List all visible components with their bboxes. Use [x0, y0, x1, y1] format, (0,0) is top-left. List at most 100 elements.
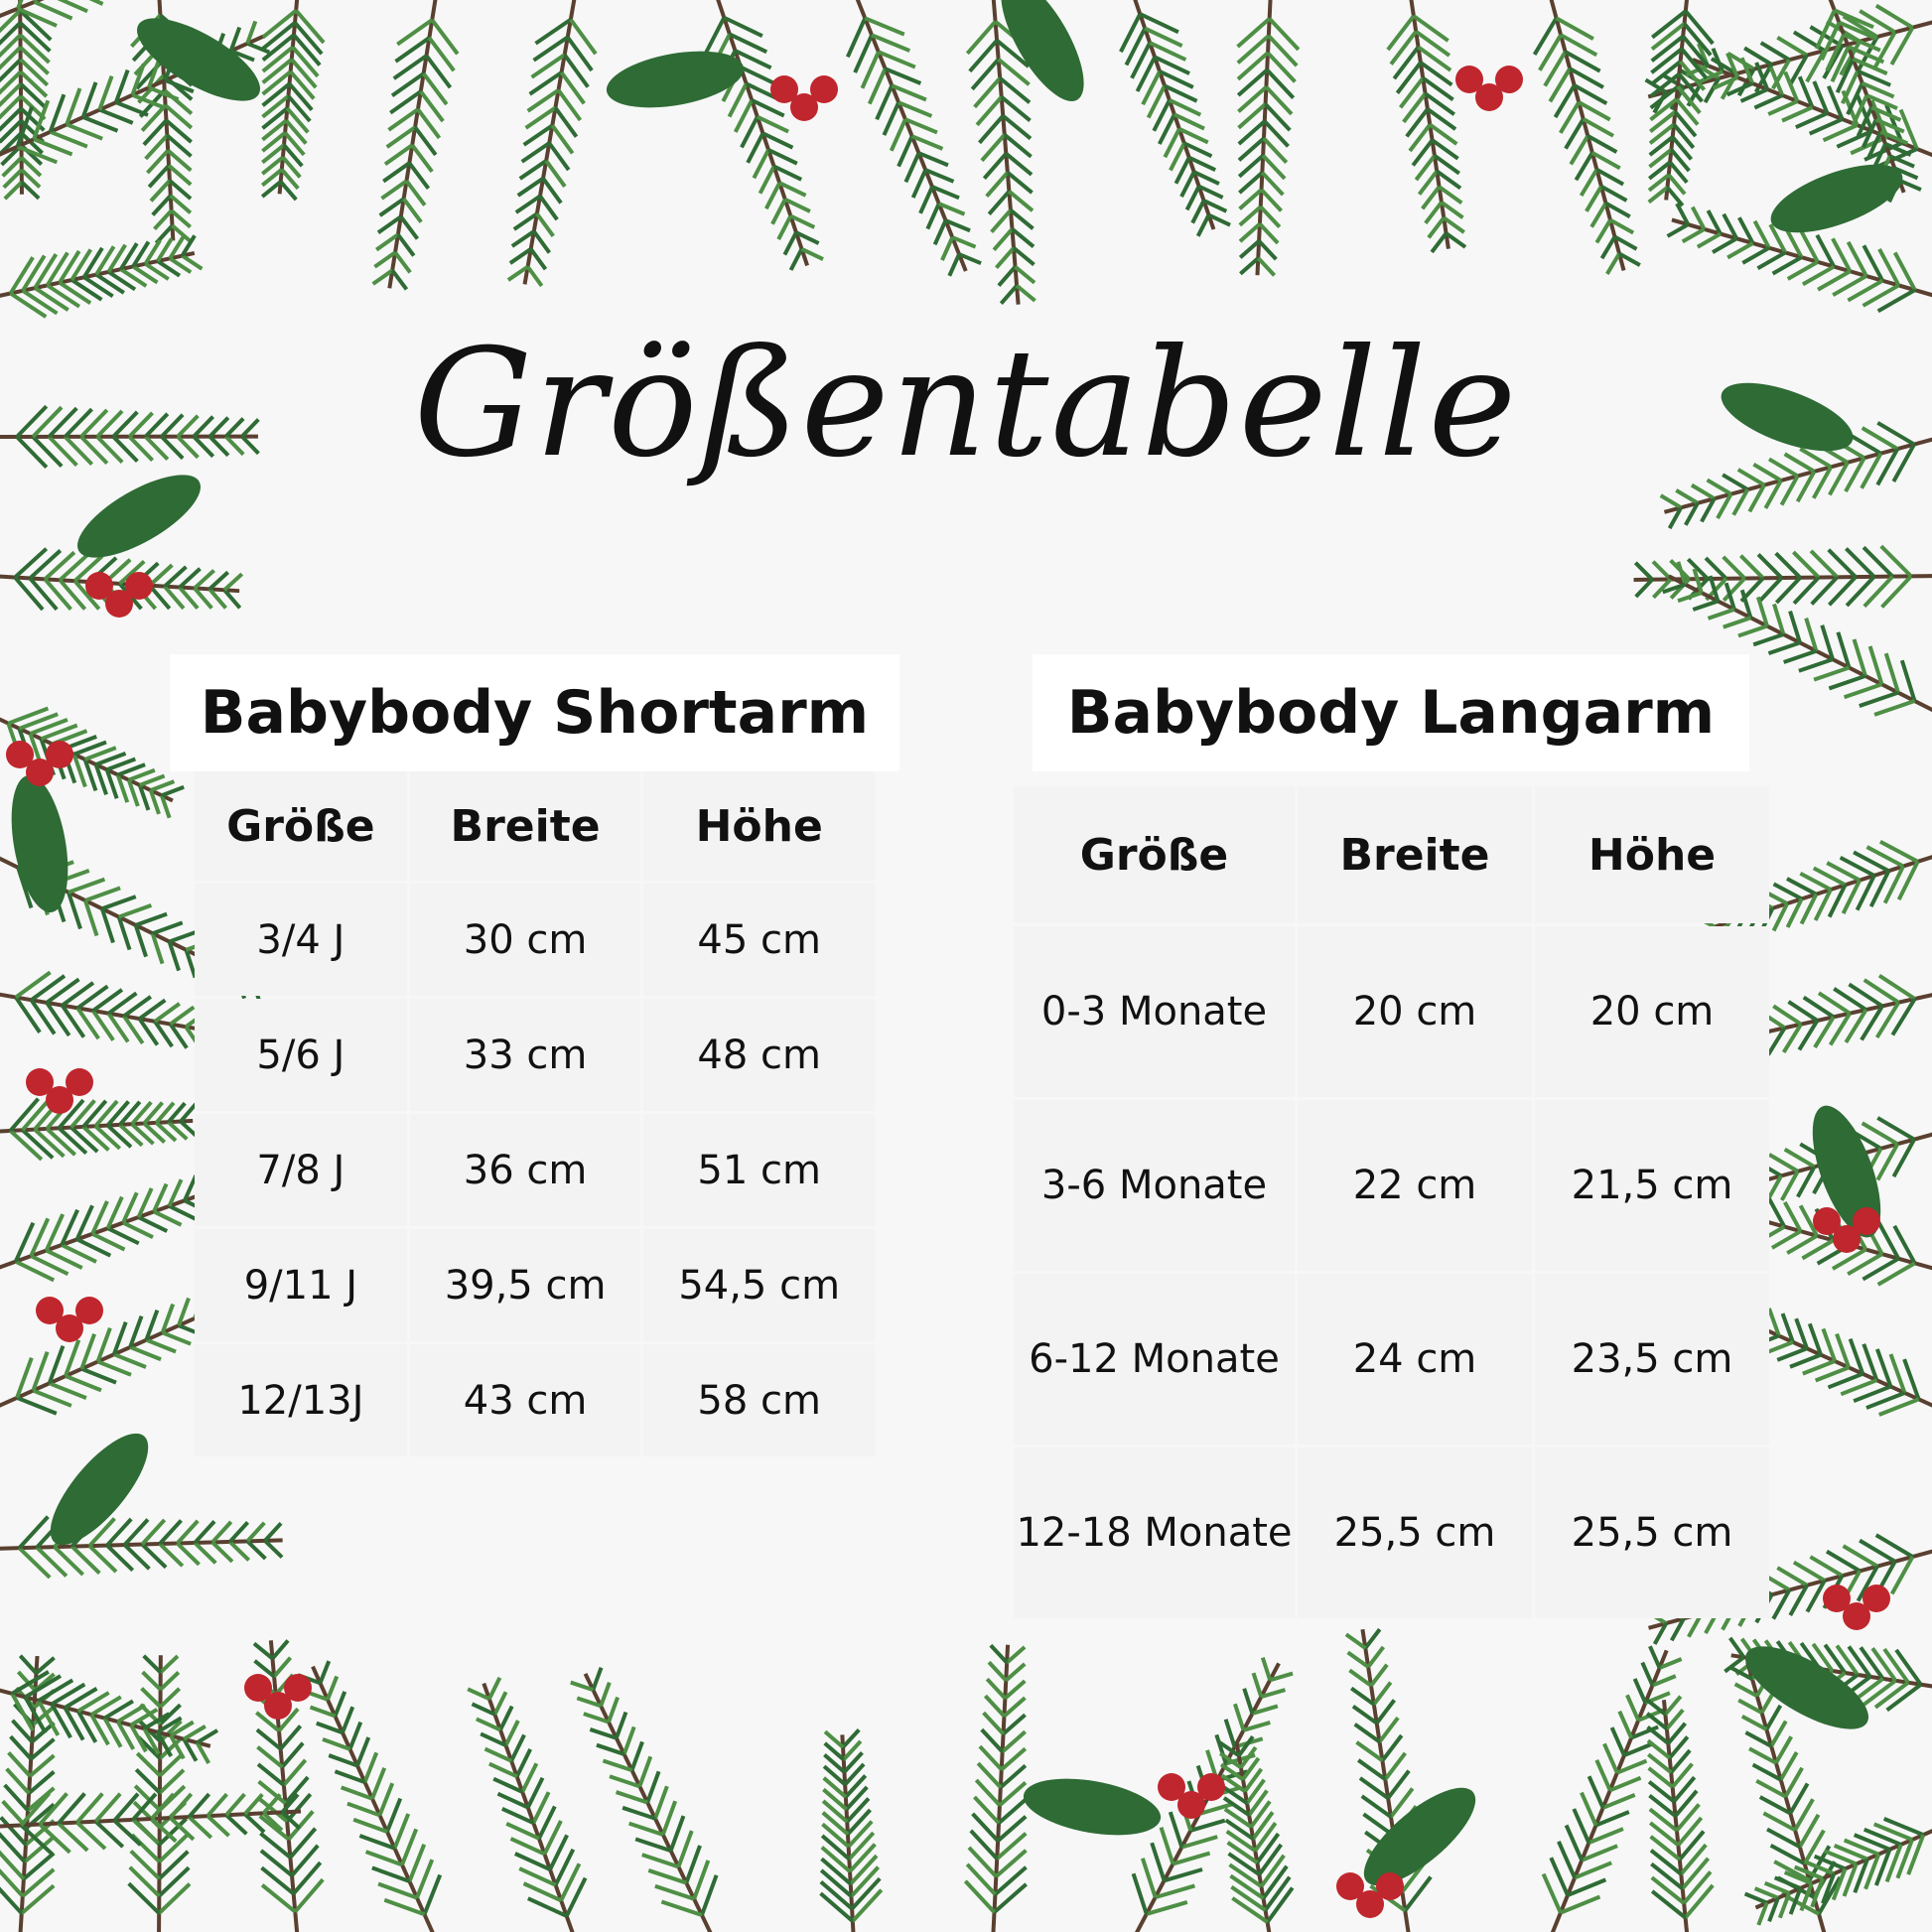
berry: [46, 1086, 73, 1114]
berry: [770, 75, 798, 103]
berry: [284, 1674, 312, 1702]
berry: [75, 1297, 103, 1324]
column-header: Höhe: [643, 771, 875, 881]
table-row: 0-3 Monate 20 cm 20 cm: [1014, 926, 1769, 1097]
table-cell: 22 cm: [1298, 1100, 1532, 1271]
pine-branch: [0, 0, 53, 201]
table-cell: 3-6 Monate: [1014, 1100, 1295, 1271]
pine-branch: [297, 1660, 443, 1932]
pine-branch: [1743, 1817, 1932, 1926]
table-row: 5/6 J 33 cm 48 cm: [195, 999, 875, 1111]
column-header: Breite: [1298, 786, 1532, 923]
pine-branch: [1532, 0, 1641, 275]
table-row: 3/4 J 30 cm 45 cm: [195, 884, 875, 996]
berry: [85, 572, 113, 600]
pine-branch: [0, 234, 204, 319]
berry: [1495, 66, 1523, 93]
holly-leaf: [1023, 1778, 1162, 1836]
pine-branch: [0, 1097, 200, 1162]
pine-branch: [963, 1643, 1028, 1932]
table-cell: 58 cm: [643, 1344, 875, 1456]
table-cell: 23,5 cm: [1535, 1274, 1769, 1445]
table-cell: 25,5 cm: [1298, 1448, 1532, 1618]
table-cell: 24 cm: [1298, 1274, 1532, 1445]
berry: [26, 759, 54, 786]
berry: [46, 741, 73, 768]
column-header: Größe: [195, 771, 407, 881]
pine-branch: [1119, 0, 1231, 237]
table-row: 6-12 Monate 24 cm 23,5 cm: [1014, 1274, 1769, 1445]
pine-branch: [0, 1515, 284, 1580]
pine-branch: [819, 1728, 884, 1932]
pine-branch: [0, 1654, 56, 1932]
holly-leaf: [50, 1433, 149, 1546]
berry: [125, 572, 153, 600]
holly-leaf: [1745, 1646, 1868, 1729]
pine-branch: [1236, 0, 1301, 277]
table-cell: 3/4 J: [195, 884, 407, 996]
pine-branch: [130, 0, 195, 245]
table-cell: 30 cm: [409, 884, 641, 996]
berry: [1197, 1773, 1225, 1801]
berry: [6, 741, 34, 768]
pine-branch: [0, 0, 104, 28]
column-header: Größe: [1014, 786, 1295, 923]
shortarm-size-table: Größe Breite Höhe 3/4 J 30 cm 45 cm 5/6 J 33 cm…: [192, 768, 878, 1459]
table-cell: 7/8 J: [195, 1114, 407, 1226]
holly-leaf: [11, 774, 69, 913]
table-cell: 51 cm: [643, 1114, 875, 1226]
shortarm-heading: Babybody Shortarm: [170, 654, 899, 771]
column-header: Breite: [409, 771, 641, 881]
table-cell: 36 cm: [409, 1114, 641, 1226]
column-header: Höhe: [1535, 786, 1769, 923]
holly-leaf: [137, 18, 260, 101]
holly-leaf: [1363, 1787, 1476, 1886]
pine-branch: [1344, 1627, 1433, 1932]
berry: [1455, 66, 1483, 93]
table-row: 9/11 J 39,5 cm 54,5 cm: [195, 1229, 875, 1341]
pine-branch: [1218, 1734, 1295, 1932]
table-cell: 9/11 J: [195, 1229, 407, 1341]
holly-leaf: [1812, 1105, 1881, 1238]
berry: [1356, 1890, 1384, 1918]
table-cell: 6-12 Monate: [1014, 1274, 1295, 1445]
pine-branch: [570, 1667, 719, 1932]
holly-leaf: [1721, 382, 1854, 452]
pine-branch: [127, 1654, 192, 1932]
pine-branch: [1662, 561, 1932, 717]
table-cell: 39,5 cm: [409, 1229, 641, 1341]
berry: [1863, 1585, 1890, 1612]
table-cell: 43 cm: [409, 1344, 641, 1456]
pine-branch: [1666, 203, 1932, 314]
berry: [1823, 1585, 1851, 1612]
table-cell: 5/6 J: [195, 999, 407, 1111]
berry: [1177, 1791, 1205, 1819]
pine-branch: [1633, 544, 1932, 609]
pine-branch: [702, 0, 824, 271]
table-row: 7/8 J 36 cm 51 cm: [195, 1114, 875, 1226]
berry: [1158, 1773, 1185, 1801]
table-cell: 21,5 cm: [1535, 1100, 1769, 1271]
table-cell: 48 cm: [643, 999, 875, 1111]
langarm-heading: Babybody Langarm: [1033, 654, 1749, 771]
holly-leaf: [1001, 0, 1084, 102]
table-row: 12-18 Monate 25,5 cm 25,5 cm: [1014, 1448, 1769, 1618]
pine-branch: [260, 0, 326, 202]
table-cell: 12-18 Monate: [1014, 1448, 1295, 1618]
berry: [264, 1692, 292, 1720]
berry: [105, 590, 133, 618]
langarm-size-table: Größe Breite Höhe 0-3 Monate 20 cm 20 cm 3-6 M…: [1011, 783, 1772, 1621]
pine-branch: [506, 0, 598, 288]
berry: [26, 1068, 54, 1096]
pine-branch: [845, 0, 982, 277]
holly-leaf: [76, 475, 201, 558]
berry: [1843, 1602, 1870, 1630]
berry: [1376, 1872, 1404, 1900]
pine-branch: [0, 1670, 219, 1765]
holly-leaf: [1770, 164, 1903, 233]
table-cell: 45 cm: [643, 884, 875, 996]
pine-branch: [1645, 1695, 1715, 1932]
table-cell: 33 cm: [409, 999, 641, 1111]
table-cell: 20 cm: [1298, 926, 1532, 1097]
